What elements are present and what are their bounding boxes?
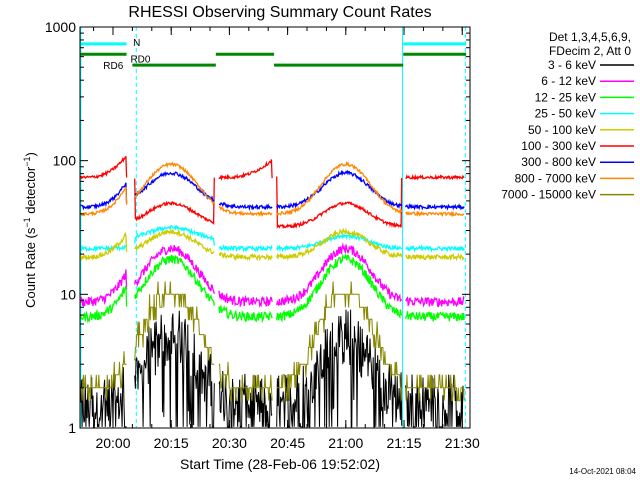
axis-layer: 1 10 100 1000 20:00 20:15 20:30 20:45 21:00 21:15… [45,19,480,451]
legend-label: 6 - 12 keV [541,74,596,88]
y-axis-label-sup: −1 [22,217,32,227]
legend: Det 1,3,4,5,6,9, FDecim 2, Att 0 3 - 6 k… [501,30,634,202]
series-line-800to7000keV [80,160,465,218]
legend-label: 3 - 6 keV [548,58,596,72]
x-tick-label: 20:45 [270,435,305,451]
series-line-12to25keV [80,252,465,324]
legend-label: 7000 - 15000 keV [501,188,596,202]
chart-title: RHESSI Observing Summary Count Rates [128,4,431,21]
y-tick-label: 10 [60,286,76,302]
series-line-3to6keV [80,309,465,428]
y-axis-label: Count Rate (s−1 detector−1) [22,152,38,308]
flag-label-RD0: RD0 [130,54,150,65]
series-line-25to50keV [80,224,465,253]
legend-header-line: FDecim 2, Att 0 [549,44,631,58]
y-axis-label-part: ) [23,152,38,156]
x-tick-label: 21:00 [328,435,363,451]
x-tick-label: 21:30 [445,435,480,451]
series-layer [80,155,465,428]
footer-timestamp: 14-Oct-2021 08:04 [569,467,636,476]
x-tick-label: 20:00 [95,435,130,451]
legend-label: 50 - 100 keV [528,123,596,137]
legend-label: 12 - 25 keV [535,90,596,104]
legend-label: 25 - 50 keV [535,107,596,121]
x-tick-label: 20:15 [154,435,189,451]
x-axis-label: Start Time (28-Feb-06 19:52:02) [180,456,380,472]
flag-layer: N RD0 RD6 [80,38,467,72]
plot-frame [79,26,471,429]
legend-header-line: Det 1,3,4,5,6,9, [549,30,631,44]
y-axis-label-part: detector [23,166,38,217]
series-line-100to300keV [80,155,465,230]
x-tick-label: 20:30 [212,435,247,451]
series-line-7000to15000keV [80,281,465,402]
series-line-50to100keV [80,227,465,262]
flag-label-N: N [133,38,140,49]
flag-label-RD6: RD6 [103,61,123,72]
series-line-300to800keV [80,169,465,212]
series-line-6to12keV [80,242,465,309]
legend-label: 800 - 7000 keV [515,171,596,185]
plot-area [80,27,466,428]
y-axis-label-part: Count Rate (s [23,227,38,308]
y-tick-label: 100 [53,153,77,169]
y-axis-label-sup: −1 [22,157,32,167]
legend-label: 100 - 300 keV [521,139,596,153]
y-tick-label: 1000 [45,19,76,35]
y-tick-label: 1 [68,420,76,436]
legend-label: 300 - 800 keV [521,155,596,169]
x-tick-label: 21:15 [387,435,422,451]
